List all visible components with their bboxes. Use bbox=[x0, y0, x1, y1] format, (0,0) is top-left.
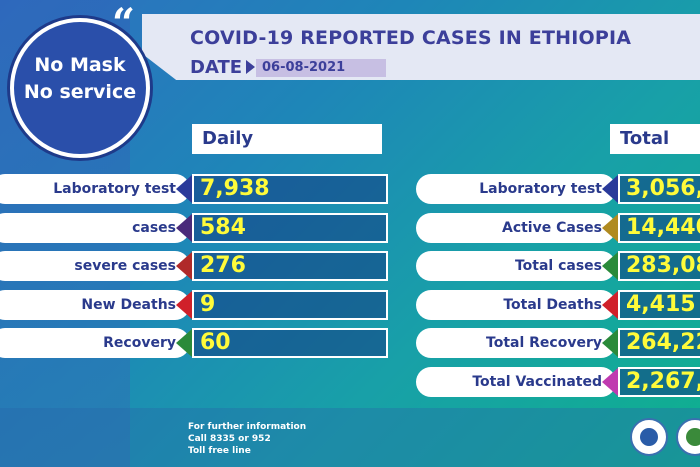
stat-value: 276 bbox=[192, 251, 388, 281]
stat-arrow-icon bbox=[176, 329, 192, 357]
footer-line-2: Call 8335 or 952 bbox=[188, 434, 271, 444]
report-date: 06-08-2021 bbox=[256, 59, 386, 77]
stat-value: 14,440 bbox=[618, 212, 700, 243]
stat-arrow-icon bbox=[602, 213, 618, 242]
date-arrow-icon bbox=[246, 60, 255, 74]
stat-label: Total Deaths bbox=[416, 289, 616, 320]
total-heading: Total bbox=[610, 124, 700, 154]
logo-line-2: No service bbox=[23, 81, 137, 103]
stat-arrow-icon bbox=[602, 367, 618, 396]
stat-label: Total Vaccinated bbox=[416, 366, 616, 397]
stat-arrow-icon bbox=[176, 175, 192, 203]
stat-label: Recovery bbox=[0, 328, 190, 358]
stat-label: Total Recovery bbox=[416, 328, 616, 358]
stat-arrow-icon bbox=[602, 329, 618, 357]
footer-bar bbox=[0, 408, 700, 467]
stat-label: Total cases bbox=[416, 251, 616, 281]
stat-value: 264,22 bbox=[618, 328, 700, 358]
stat-arrow-icon bbox=[176, 290, 192, 319]
footer-info: For further information Call 8335 or 952… bbox=[188, 421, 306, 457]
stat-label: severe cases bbox=[0, 251, 190, 281]
stat-value: 4,415 bbox=[618, 289, 700, 320]
stat-arrow-icon bbox=[602, 175, 618, 203]
stat-label: New Deaths bbox=[0, 289, 190, 320]
no-mask-logo: No Mask No service bbox=[10, 18, 150, 158]
stat-value: 7,938 bbox=[192, 174, 388, 204]
stat-label: cases bbox=[0, 212, 190, 243]
stat-value: 60 bbox=[192, 328, 388, 358]
stat-value: 9 bbox=[192, 289, 388, 320]
stat-arrow-icon bbox=[602, 252, 618, 280]
institute-seal-icon bbox=[676, 418, 700, 456]
ministry-seal-icon bbox=[630, 418, 668, 456]
stat-label: Laboratory test bbox=[0, 174, 190, 204]
stat-value: 2,267,2 bbox=[618, 366, 700, 397]
page-title: COVID-19 REPORTED CASES IN ETHIOPIA bbox=[190, 27, 632, 49]
date-label: DATE bbox=[190, 57, 243, 78]
stat-arrow-icon bbox=[176, 252, 192, 280]
stat-value: 584 bbox=[192, 212, 388, 243]
stat-arrow-icon bbox=[602, 290, 618, 319]
stat-label: Active Cases bbox=[416, 212, 616, 243]
quote-mark-icon: “ bbox=[112, 0, 136, 47]
stat-label: Laboratory test bbox=[416, 174, 616, 204]
stat-value: 283,08 bbox=[618, 251, 700, 281]
stat-arrow-icon bbox=[176, 213, 192, 242]
header-banner bbox=[142, 14, 700, 80]
daily-heading: Daily bbox=[192, 124, 382, 154]
footer-line-1: For further information bbox=[188, 422, 307, 432]
logo-line-1: No Mask bbox=[34, 54, 126, 76]
stat-value: 3,056,2 bbox=[618, 174, 700, 204]
footer-line-3: Toll free line bbox=[188, 446, 251, 456]
